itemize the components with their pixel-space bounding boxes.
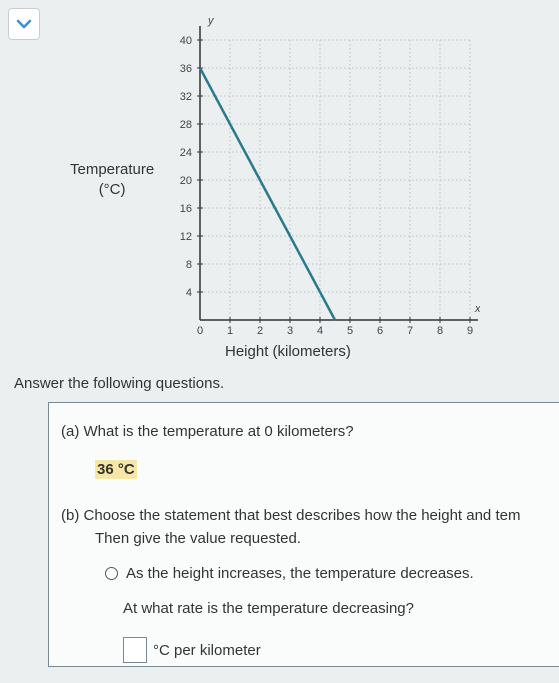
part-a-answer: 36 °C bbox=[95, 460, 137, 479]
xtick-2: 2 bbox=[257, 325, 263, 337]
x-axis-title: x bbox=[474, 303, 480, 315]
part-a-answer-value: 36 bbox=[97, 461, 114, 478]
xtick-7: 7 bbox=[407, 325, 413, 337]
ytick-40: 40 bbox=[180, 35, 192, 47]
sub-question: At what rate is the temperature decreasi… bbox=[123, 600, 547, 617]
chevron-down-icon bbox=[15, 15, 33, 33]
ytick-4: 4 bbox=[186, 287, 192, 299]
part-a-answer-unit: °C bbox=[118, 461, 135, 478]
xtick-5: 5 bbox=[347, 325, 353, 337]
ytick-16: 16 bbox=[180, 203, 192, 215]
part-b-line1: Choose the statement that best describes… bbox=[84, 507, 521, 524]
ytick-12: 12 bbox=[180, 231, 192, 243]
xtick-0: 0 bbox=[197, 325, 203, 337]
part-b: (b) Choose the statement that best descr… bbox=[61, 507, 547, 663]
ytick-20: 20 bbox=[180, 175, 192, 187]
y-axis-title: y bbox=[207, 15, 215, 27]
option-1-text: As the height increases, the temperature… bbox=[126, 565, 474, 582]
part-a-label: (a) bbox=[61, 423, 79, 440]
part-b-label: (b) bbox=[61, 507, 79, 524]
rate-input[interactable] bbox=[123, 637, 147, 663]
ytick-8: 8 bbox=[186, 259, 192, 271]
question-prompt: Answer the following questions. bbox=[14, 375, 224, 392]
ytick-24: 24 bbox=[180, 147, 192, 159]
xtick-6: 6 bbox=[377, 325, 383, 337]
xtick-8: 8 bbox=[437, 325, 443, 337]
xtick-3: 3 bbox=[287, 325, 293, 337]
y-label-line1: Temperature bbox=[70, 160, 154, 180]
option-row-1[interactable]: As the height increases, the temperature… bbox=[105, 565, 547, 582]
x-axis-label: Height (kilometers) bbox=[225, 343, 351, 360]
xtick-9: 9 bbox=[467, 325, 473, 337]
y-label-line2: (°C) bbox=[70, 180, 154, 200]
rate-unit: °C per kilometer bbox=[153, 642, 261, 659]
ytick-32: 32 bbox=[180, 91, 192, 103]
radio-icon[interactable] bbox=[105, 567, 118, 580]
ytick-36: 36 bbox=[180, 63, 192, 75]
part-b-line2: Then give the value requested. bbox=[95, 530, 547, 547]
part-a: (a) What is the temperature at 0 kilomet… bbox=[61, 423, 547, 479]
xtick-4: 4 bbox=[317, 325, 323, 337]
data-line bbox=[200, 68, 335, 320]
y-axis-label: Temperature (°C) bbox=[70, 160, 154, 199]
answer-box: (a) What is the temperature at 0 kilomet… bbox=[48, 402, 559, 667]
collapse-button[interactable] bbox=[8, 8, 40, 40]
part-a-question: What is the temperature at 0 kilometers? bbox=[84, 423, 354, 440]
rate-input-row: °C per kilometer bbox=[123, 637, 547, 663]
ytick-28: 28 bbox=[180, 119, 192, 131]
xtick-1: 1 bbox=[227, 325, 233, 337]
